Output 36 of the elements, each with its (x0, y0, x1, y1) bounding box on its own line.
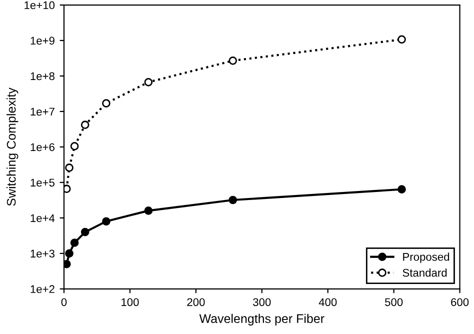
y-tick-label: 1e+5 (30, 178, 54, 187)
x-tick-label: 100 (122, 298, 139, 306)
y-axis-title: Switching Complexity (6, 88, 18, 206)
x-tick-label: 300 (253, 298, 271, 306)
y-tick-label: 1e+3 (30, 250, 54, 258)
x-axis-title: Wavelengths per Fiber (199, 314, 324, 326)
x-tick-label: 0 (61, 298, 67, 306)
y-tick-label: 1e+10 (24, 1, 55, 10)
y-tick-label: 1e+2 (30, 285, 54, 294)
point (70, 142, 79, 150)
point (228, 196, 238, 204)
x-tick-label: 200 (187, 298, 205, 306)
point (70, 238, 79, 247)
x-tick-label: 500 (384, 298, 403, 306)
x-tick-label: 600 (451, 298, 469, 306)
point (144, 78, 153, 86)
y-tick-label: 1e+8 (30, 72, 54, 80)
y-tick-label: 1e+6 (30, 143, 54, 152)
point (228, 56, 238, 65)
legend-label: Proposed (403, 252, 450, 263)
point (65, 249, 74, 258)
point (64, 184, 71, 194)
y-tick-label: 1e+4 (30, 214, 55, 222)
y-tick-label: 1e+7 (30, 108, 54, 116)
x-tick-label: 400 (318, 298, 337, 306)
point (102, 217, 110, 226)
legend-label: Standard (402, 268, 447, 277)
point (80, 120, 90, 130)
point (398, 185, 406, 194)
point (64, 260, 71, 268)
point (398, 35, 406, 44)
y-tick-label: 1e+9 (30, 36, 54, 45)
point (144, 206, 153, 215)
point (65, 164, 74, 172)
point (80, 228, 90, 236)
point (102, 99, 110, 108)
